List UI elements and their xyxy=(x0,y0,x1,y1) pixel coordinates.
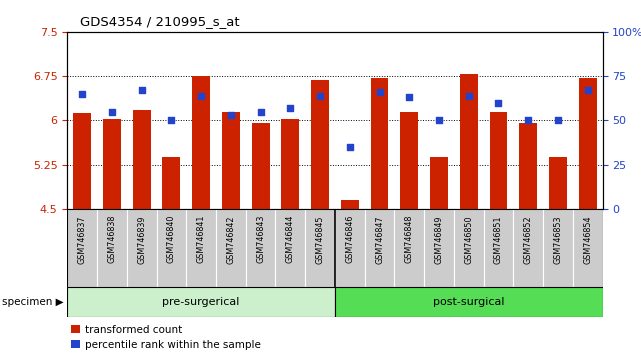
Text: GSM746844: GSM746844 xyxy=(286,215,295,263)
Point xyxy=(256,109,266,114)
Point xyxy=(285,105,296,111)
Point xyxy=(374,89,385,95)
Point xyxy=(226,112,236,118)
Bar xyxy=(335,209,365,287)
Bar xyxy=(276,209,305,287)
Bar xyxy=(579,78,597,209)
Bar xyxy=(454,209,483,287)
Bar xyxy=(401,112,418,209)
Bar xyxy=(305,209,335,287)
Text: GSM746838: GSM746838 xyxy=(108,215,117,263)
Bar xyxy=(156,209,187,287)
Text: GSM746851: GSM746851 xyxy=(494,215,503,264)
Text: GSM746846: GSM746846 xyxy=(345,215,354,263)
Point xyxy=(196,93,206,98)
Text: pre-surgerical: pre-surgerical xyxy=(162,297,240,307)
Bar xyxy=(103,119,121,209)
Bar xyxy=(73,113,91,209)
Bar xyxy=(370,79,388,209)
Bar xyxy=(67,287,335,317)
Bar xyxy=(127,209,156,287)
Text: GSM746841: GSM746841 xyxy=(197,215,206,263)
Point xyxy=(166,118,176,123)
Point xyxy=(523,118,533,123)
Bar xyxy=(430,157,448,209)
Bar xyxy=(192,76,210,209)
Bar xyxy=(222,112,240,209)
Bar xyxy=(335,287,603,317)
Bar xyxy=(394,209,424,287)
Text: GSM746840: GSM746840 xyxy=(167,215,176,263)
Bar xyxy=(549,157,567,209)
Point xyxy=(553,118,563,123)
Bar xyxy=(573,209,603,287)
Text: GSM746843: GSM746843 xyxy=(256,215,265,263)
Point xyxy=(404,95,414,100)
Bar xyxy=(490,112,508,209)
Bar xyxy=(460,74,478,209)
Text: GSM746850: GSM746850 xyxy=(464,215,473,264)
Bar xyxy=(97,209,127,287)
Text: GSM746847: GSM746847 xyxy=(375,215,384,264)
Bar xyxy=(281,119,299,209)
Text: GSM746837: GSM746837 xyxy=(78,215,87,264)
Text: post-surgical: post-surgical xyxy=(433,297,504,307)
Bar xyxy=(187,209,216,287)
Point xyxy=(137,87,147,93)
Bar xyxy=(341,200,359,209)
Text: GSM746842: GSM746842 xyxy=(226,215,235,264)
Text: GSM746853: GSM746853 xyxy=(553,215,562,264)
Text: specimen ▶: specimen ▶ xyxy=(3,297,64,307)
Bar xyxy=(483,209,513,287)
Bar xyxy=(519,123,537,209)
Point xyxy=(315,93,325,98)
Bar xyxy=(311,80,329,209)
Text: GSM746852: GSM746852 xyxy=(524,215,533,264)
Point xyxy=(463,93,474,98)
Text: GSM746839: GSM746839 xyxy=(137,215,146,264)
Bar xyxy=(252,123,269,209)
Point xyxy=(107,109,117,114)
Bar xyxy=(246,209,276,287)
Bar xyxy=(133,110,151,209)
Point xyxy=(345,144,355,150)
Bar xyxy=(543,209,573,287)
Bar xyxy=(513,209,543,287)
Bar xyxy=(67,209,97,287)
Text: GSM746854: GSM746854 xyxy=(583,215,592,264)
Text: GSM746849: GSM746849 xyxy=(435,215,444,264)
Bar xyxy=(216,209,246,287)
Legend: transformed count, percentile rank within the sample: transformed count, percentile rank withi… xyxy=(67,320,265,354)
Point xyxy=(494,100,504,105)
Bar xyxy=(162,157,180,209)
Bar xyxy=(424,209,454,287)
Point xyxy=(77,91,87,97)
Text: GSM746845: GSM746845 xyxy=(315,215,324,264)
Text: GSM746848: GSM746848 xyxy=(404,215,413,263)
Point xyxy=(434,118,444,123)
Bar xyxy=(365,209,394,287)
Point xyxy=(583,87,593,93)
Text: GDS4354 / 210995_s_at: GDS4354 / 210995_s_at xyxy=(80,15,240,28)
